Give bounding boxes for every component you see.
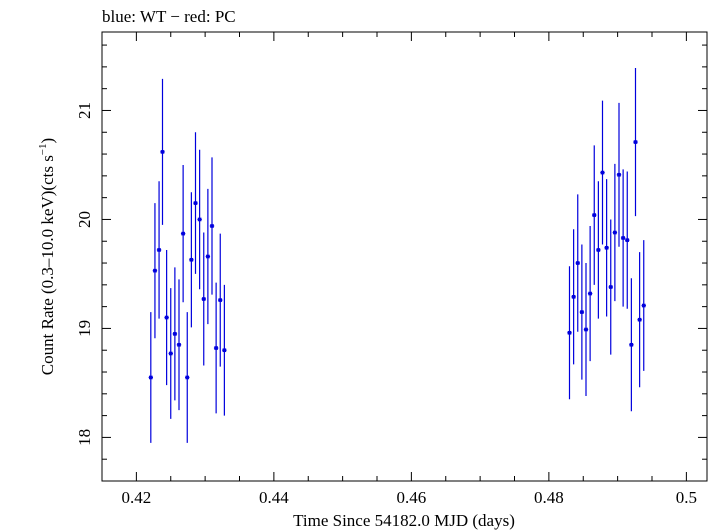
y-axis-label-exponent: −1 — [37, 143, 49, 155]
y-tick-label: 21 — [75, 102, 94, 119]
data-point — [596, 248, 601, 252]
chart-title: blue: WT − red: PC — [102, 7, 236, 26]
data-point — [641, 303, 646, 308]
data-point — [164, 315, 169, 320]
data-point — [197, 217, 202, 222]
data-point — [206, 254, 210, 259]
x-axis-label: Time Since 54182.0 MJD (days) — [293, 511, 515, 530]
data-point — [613, 230, 617, 235]
y-axis-ticks: 18 19 20 21 — [75, 44, 707, 482]
data-point — [185, 375, 190, 380]
data-point — [629, 342, 634, 347]
plot-frame — [101, 31, 708, 482]
data-point — [600, 170, 605, 175]
data-point — [575, 261, 580, 265]
data-point — [592, 213, 597, 217]
data-point — [210, 224, 214, 228]
data-point — [608, 285, 613, 289]
data-point — [222, 348, 227, 353]
data-point — [173, 332, 177, 336]
data-point — [625, 238, 630, 242]
data-point — [588, 291, 592, 296]
data-point — [214, 346, 218, 350]
y-axis-label: Count Rate (0.3–10.0 keV)(cts s−1) — [37, 138, 57, 375]
data-point — [567, 330, 572, 335]
y-tick-label: 18 — [75, 429, 94, 446]
data-point — [160, 150, 165, 154]
data-point — [604, 245, 609, 250]
data-point — [617, 172, 621, 177]
x-axis-ticks: 0.42 0.44 0.46 0.48 0.5 — [101, 32, 697, 507]
y-tick-label: 20 — [75, 211, 94, 228]
y-axis-label-close: ) — [38, 138, 57, 144]
data-point — [637, 317, 642, 322]
data-point — [149, 375, 153, 380]
y-axis-label-main: Count Rate (0.3–10.0 keV)(cts s — [38, 155, 57, 375]
data-point — [157, 248, 161, 252]
data-point — [189, 257, 194, 262]
data-points — [148, 67, 646, 443]
data-point — [168, 351, 173, 356]
data-point — [621, 236, 625, 240]
x-tick-label: 0.44 — [259, 488, 289, 507]
data-point — [584, 327, 588, 332]
x-tick-label: 0.48 — [534, 488, 564, 507]
x-tick-label: 0.5 — [676, 488, 697, 507]
data-point — [218, 298, 223, 302]
data-point — [633, 140, 638, 144]
x-tick-label: 0.42 — [122, 488, 152, 507]
x-tick-label: 0.46 — [397, 488, 427, 507]
data-point — [153, 268, 157, 273]
data-point — [193, 201, 198, 205]
data-point — [571, 295, 576, 299]
data-point — [181, 231, 185, 236]
y-tick-label: 19 — [75, 320, 94, 337]
data-point — [201, 297, 206, 301]
data-point — [177, 342, 181, 347]
data-point — [580, 310, 584, 314]
